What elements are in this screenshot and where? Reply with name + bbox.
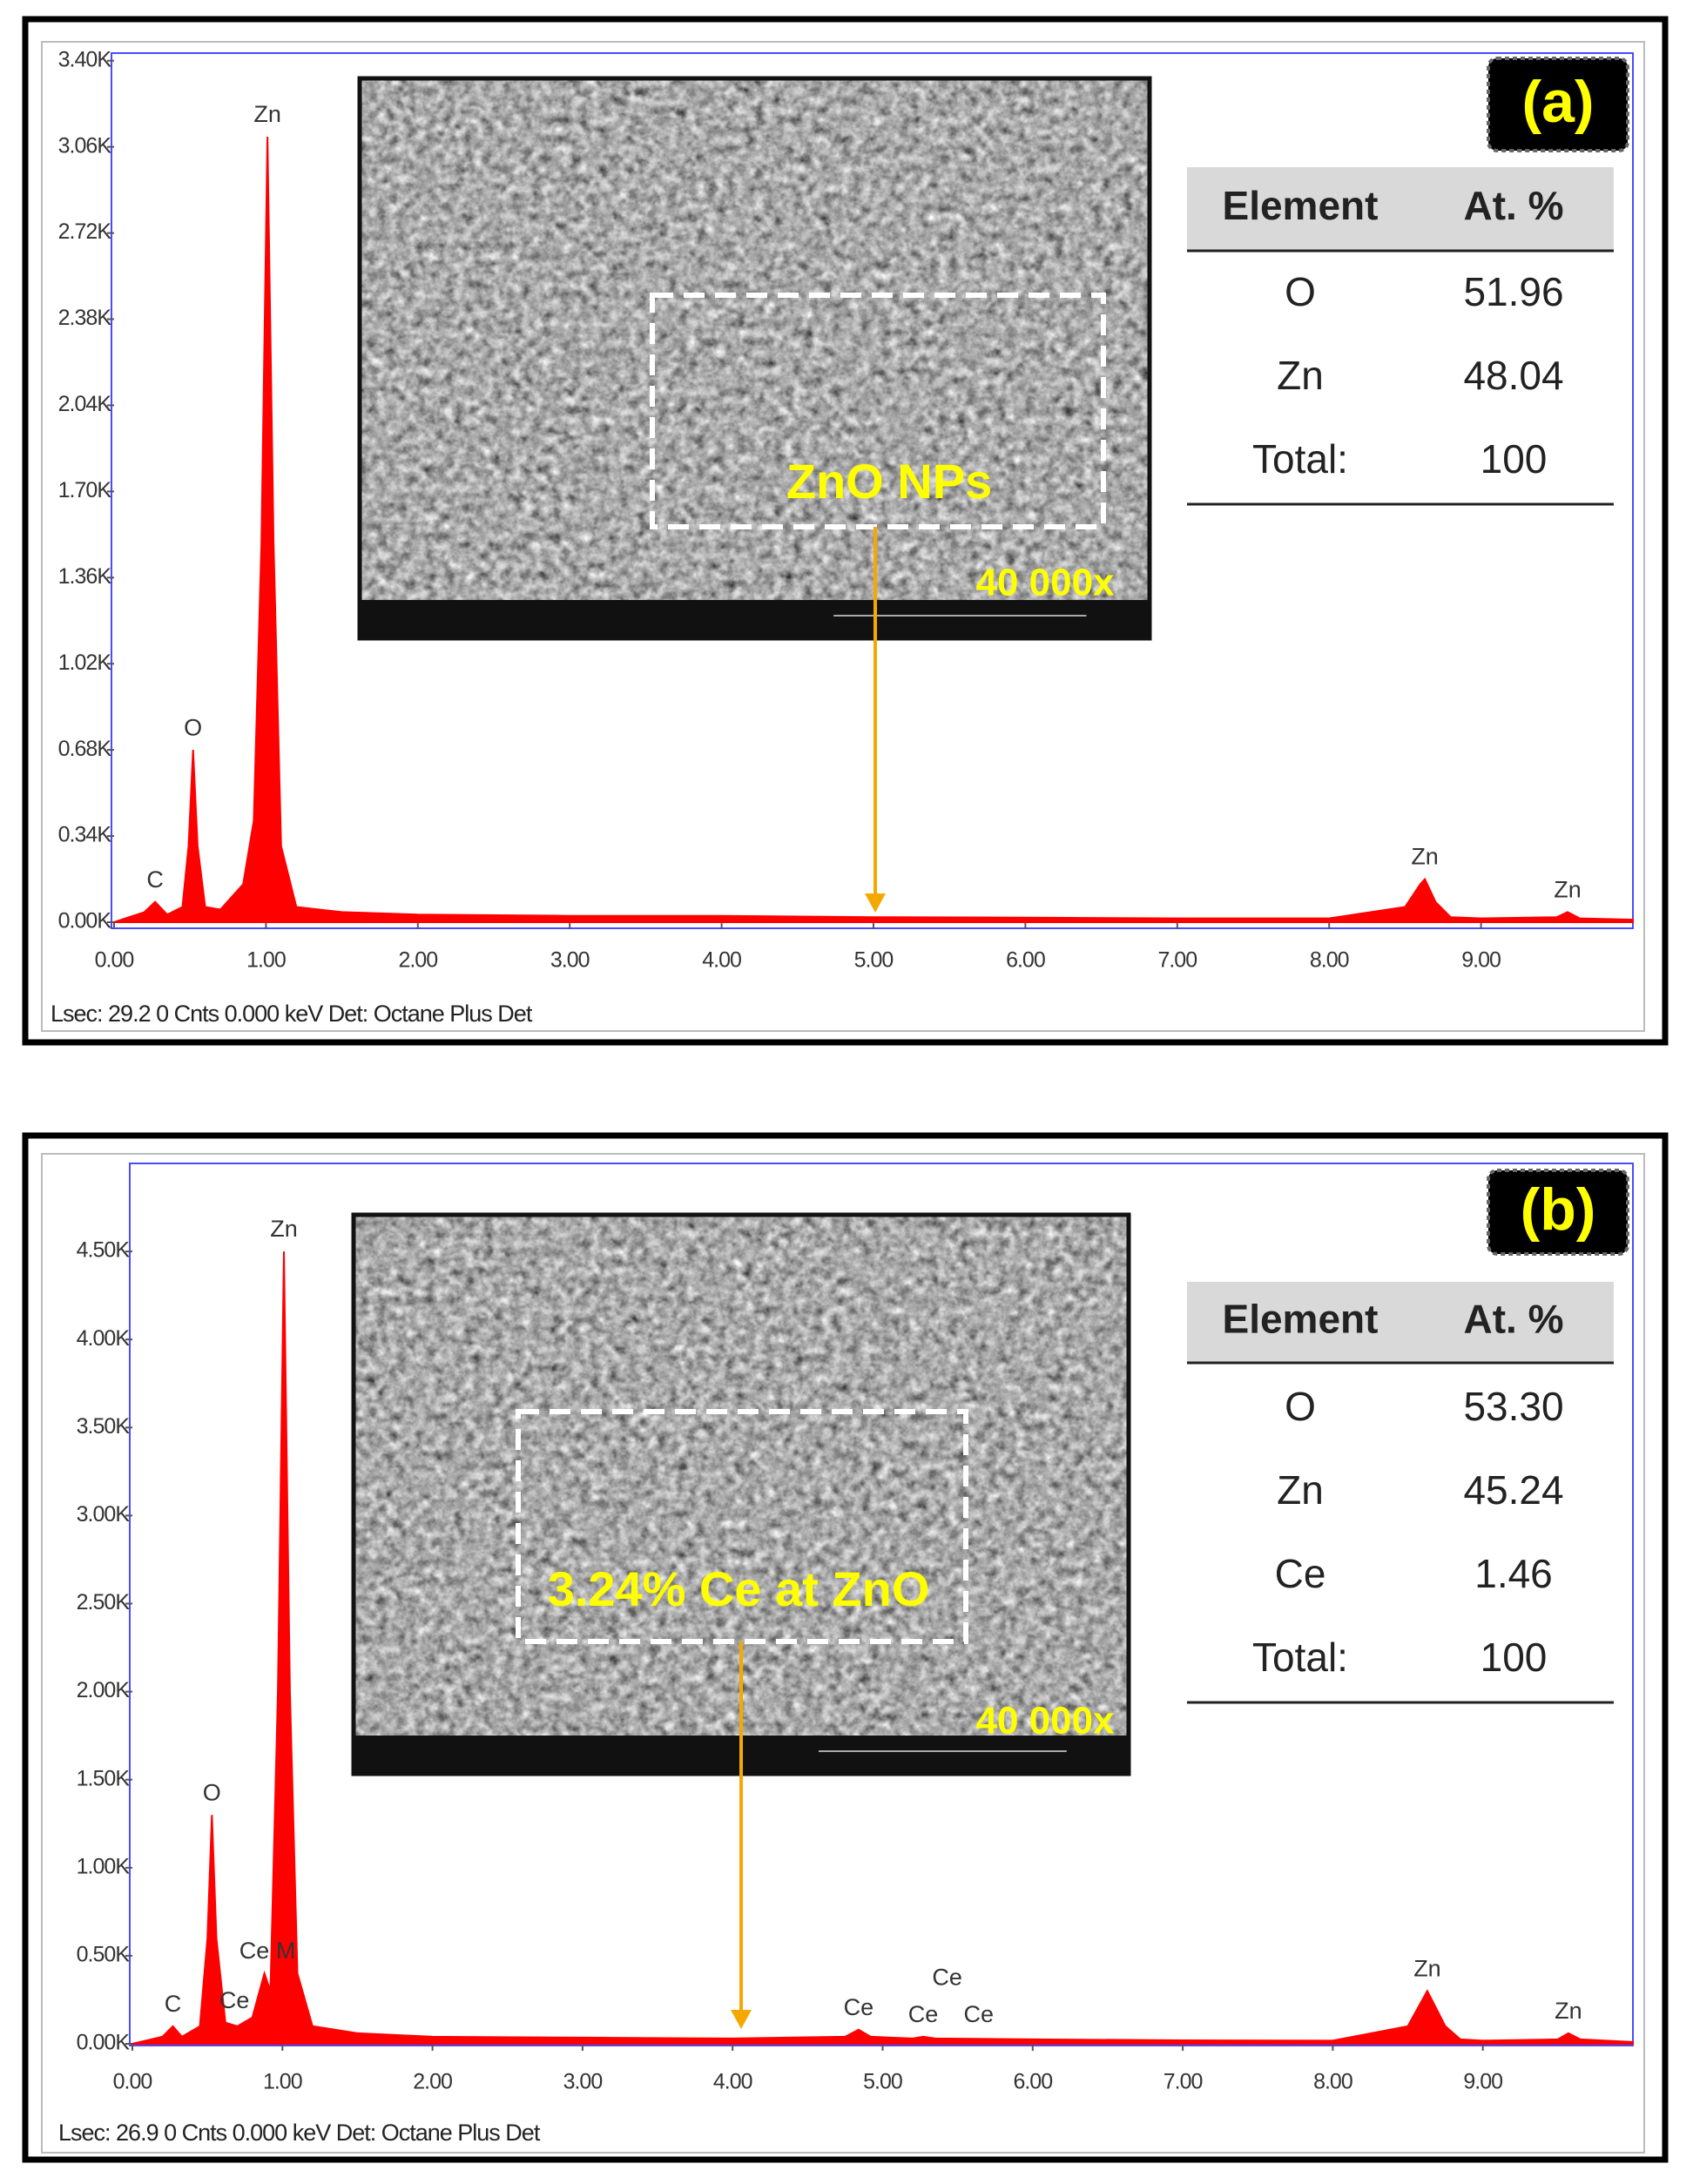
y-tick-label: 2.04K xyxy=(58,392,112,416)
y-tick-label: 1.36K xyxy=(58,564,112,589)
x-tick-label: 8.00 xyxy=(1310,948,1349,973)
peak-label: Zn xyxy=(1413,1955,1441,1981)
peak-label: Ce xyxy=(964,2001,995,2027)
y-tick-label: 2.72K xyxy=(58,219,112,244)
panel-label-box xyxy=(1487,57,1629,152)
panel-label-box xyxy=(1487,1169,1629,1256)
magnification: 40 000x xyxy=(975,1700,1115,1742)
y-tick-label: 1.00K xyxy=(77,1854,131,1878)
table-cell: 1.46 xyxy=(1474,1551,1553,1596)
table-cell: Zn xyxy=(1277,1467,1324,1513)
table-cell: 100 xyxy=(1481,436,1548,482)
y-tick-label: 0.00K xyxy=(58,909,112,934)
peak-label: C xyxy=(165,1991,182,2017)
pointer-arrowhead xyxy=(731,2010,752,2029)
y-tick-label: 2.38K xyxy=(58,306,112,330)
y-tick-label: 3.50K xyxy=(77,1414,131,1439)
x-tick-label: 0.00 xyxy=(95,948,134,973)
y-tick-label: 0.00K xyxy=(77,2031,131,2055)
y-tick-label: 0.50K xyxy=(77,1943,131,1967)
x-tick-label: 5.00 xyxy=(854,948,894,973)
peak-label: Zn xyxy=(1555,1998,1582,2024)
x-tick-label: 6.00 xyxy=(1006,948,1045,973)
sem-image xyxy=(360,78,1150,638)
y-tick-label: 4.00K xyxy=(77,1326,131,1351)
panel-label: (a) xyxy=(1521,69,1594,135)
peak-label: Ce xyxy=(219,1987,250,2013)
x-tick-label: 4.00 xyxy=(702,948,741,973)
peak-label: Ce xyxy=(932,1965,962,1991)
y-tick-label: 4.50K xyxy=(77,1238,131,1263)
peak-label: Ce xyxy=(844,1994,874,2020)
peak-label: Zn xyxy=(253,101,281,127)
y-tick-label: 1.02K xyxy=(58,650,112,675)
x-tick-label: 7.00 xyxy=(1157,948,1197,973)
table-header-bg xyxy=(1187,1282,1614,1363)
x-tick-label: 4.00 xyxy=(713,2070,752,2094)
y-tick-label: 3.00K xyxy=(77,1502,131,1527)
table-cell: O xyxy=(1285,1384,1316,1429)
table-header: Element xyxy=(1223,1297,1379,1342)
x-tick-label: 9.00 xyxy=(1461,948,1501,973)
x-tick-label: 1.00 xyxy=(246,948,286,973)
magnification: 40 000x xyxy=(975,562,1115,604)
table-header: At. % xyxy=(1464,1297,1564,1342)
y-tick-label: 1.50K xyxy=(77,1766,131,1790)
pointer-arrowhead xyxy=(865,893,886,913)
y-tick-label: 1.70K xyxy=(58,478,112,502)
x-tick-label: 9.00 xyxy=(1463,2070,1502,2094)
inset-caption: 3.24% Ce at ZnO xyxy=(548,1561,930,1616)
peak-label: O xyxy=(203,1779,221,1805)
table-cell: 53.30 xyxy=(1463,1384,1563,1429)
x-tick-label: 1.00 xyxy=(263,2070,302,2094)
peak-label: O xyxy=(184,714,202,740)
x-tick-label: 7.00 xyxy=(1164,2070,1203,2094)
table-cell: 51.96 xyxy=(1463,269,1563,314)
y-tick-label: 2.00K xyxy=(77,1678,131,1702)
table-cell: O xyxy=(1285,269,1316,314)
y-tick-label: 0.34K xyxy=(58,823,112,847)
sem-info-bar xyxy=(360,600,1150,638)
x-tick-label: 3.00 xyxy=(550,948,590,973)
table-cell: Ce xyxy=(1275,1551,1326,1596)
x-tick-label: 3.00 xyxy=(563,2070,603,2094)
table-header: Element xyxy=(1223,183,1379,228)
x-tick-label: 0.00 xyxy=(113,2070,152,2094)
table-cell: 48.04 xyxy=(1463,353,1563,398)
table-header-bg xyxy=(1187,167,1614,251)
x-tick-label: 6.00 xyxy=(1013,2070,1052,2094)
table-cell: Total: xyxy=(1252,436,1348,482)
panel-label: (b) xyxy=(1521,1176,1596,1243)
inner-frame xyxy=(41,41,1645,1032)
peak-label: Zn xyxy=(1554,876,1582,902)
footer-text: Lsec: 26.9 0 Cnts 0.000 keV Det: Octane … xyxy=(58,2120,541,2146)
spectrum-area xyxy=(113,136,1634,923)
footer-text: Lsec: 29.2 0 Cnts 0.000 keV Det: Octane … xyxy=(51,1001,533,1027)
peak-label: Zn xyxy=(1411,844,1439,870)
table-cell: 100 xyxy=(1481,1635,1548,1680)
table-cell: Total: xyxy=(1252,1635,1348,1680)
x-tick-label: 8.00 xyxy=(1313,2070,1352,2094)
sem-border xyxy=(357,76,1152,641)
y-tick-label: 2.50K xyxy=(77,1590,131,1614)
peak-label: C xyxy=(146,866,164,893)
peak-label: Ce M xyxy=(239,1938,296,1964)
inner-frame xyxy=(41,1153,1645,2154)
table-cell: Zn xyxy=(1277,353,1324,398)
x-tick-label: 2.00 xyxy=(413,2070,452,2094)
y-tick-label: 3.40K xyxy=(58,47,112,71)
table-cell: 45.24 xyxy=(1463,1467,1563,1513)
y-tick-label: 3.06K xyxy=(58,133,112,158)
peak-label: Ce xyxy=(908,2001,939,2027)
y-tick-label: 0.68K xyxy=(58,737,112,761)
table-header: At. % xyxy=(1464,183,1564,228)
region-box xyxy=(650,293,1106,529)
x-tick-label: 5.00 xyxy=(863,2070,902,2094)
region-box xyxy=(516,1409,968,1644)
spectrum-area xyxy=(132,1251,1634,2045)
inset-caption: ZnO NPs xyxy=(786,454,992,509)
peak-label: Zn xyxy=(270,1216,298,1242)
x-tick-label: 2.00 xyxy=(398,948,437,973)
